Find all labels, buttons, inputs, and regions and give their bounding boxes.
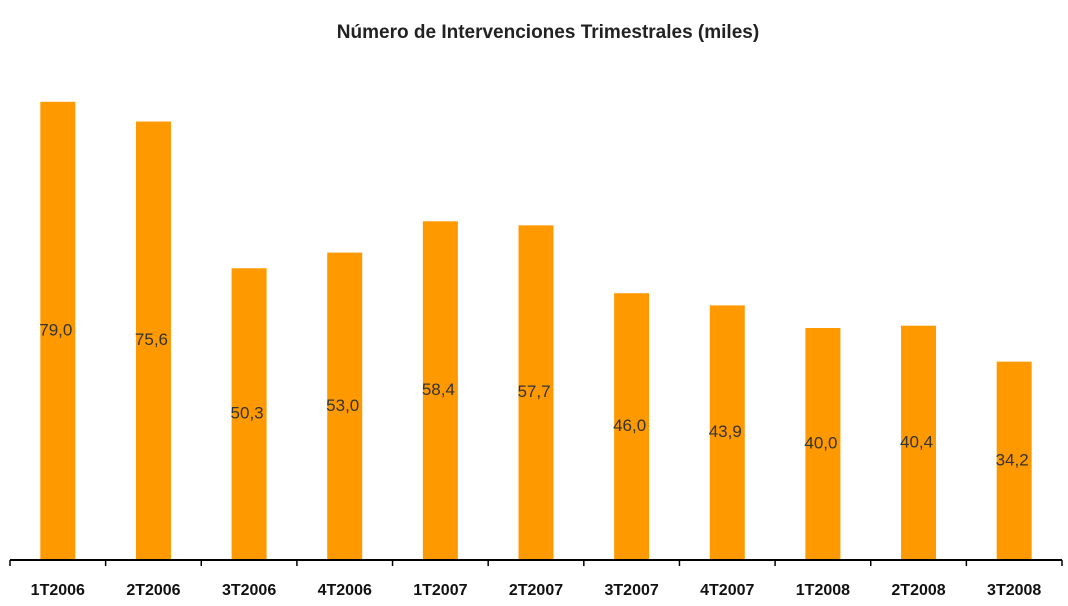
bar	[805, 328, 841, 560]
bar	[709, 305, 745, 560]
bar	[231, 268, 267, 560]
x-tick-label: 1T2007	[413, 582, 467, 599]
bar	[614, 293, 650, 560]
value-label: 58,4	[422, 380, 455, 399]
x-tick-label: 2T2007	[509, 582, 563, 599]
bar	[422, 221, 458, 560]
value-label: 46,0	[613, 416, 646, 435]
value-label: 50,3	[231, 404, 264, 423]
value-label: 57,7	[517, 382, 550, 401]
value-label: 43,9	[709, 422, 742, 441]
chart-title: Número de Intervenciones Trimestrales (m…	[337, 22, 759, 43]
bar	[135, 121, 171, 561]
value-label: 79,0	[39, 320, 72, 339]
value-label: 40,0	[804, 433, 837, 452]
bar	[327, 252, 363, 560]
bar	[518, 225, 554, 560]
bar	[996, 361, 1032, 560]
x-tick-label: 4T2006	[318, 582, 372, 599]
x-tick-label: 2T2006	[126, 582, 180, 599]
x-tick-label: 2T2008	[891, 582, 945, 599]
bar	[40, 101, 76, 561]
bar	[901, 325, 937, 560]
x-tick-label: 3T2008	[987, 582, 1041, 599]
value-label: 40,4	[900, 432, 933, 451]
value-label: 53,0	[326, 396, 359, 415]
x-tick-label: 3T2007	[605, 582, 659, 599]
value-label: 34,2	[996, 450, 1029, 469]
x-tick-label: 1T2006	[31, 582, 85, 599]
x-tick-label: 4T2007	[700, 582, 754, 599]
x-tick-label: 3T2006	[222, 582, 276, 599]
value-label: 75,6	[135, 330, 168, 349]
x-tick-label: 1T2008	[796, 582, 850, 599]
